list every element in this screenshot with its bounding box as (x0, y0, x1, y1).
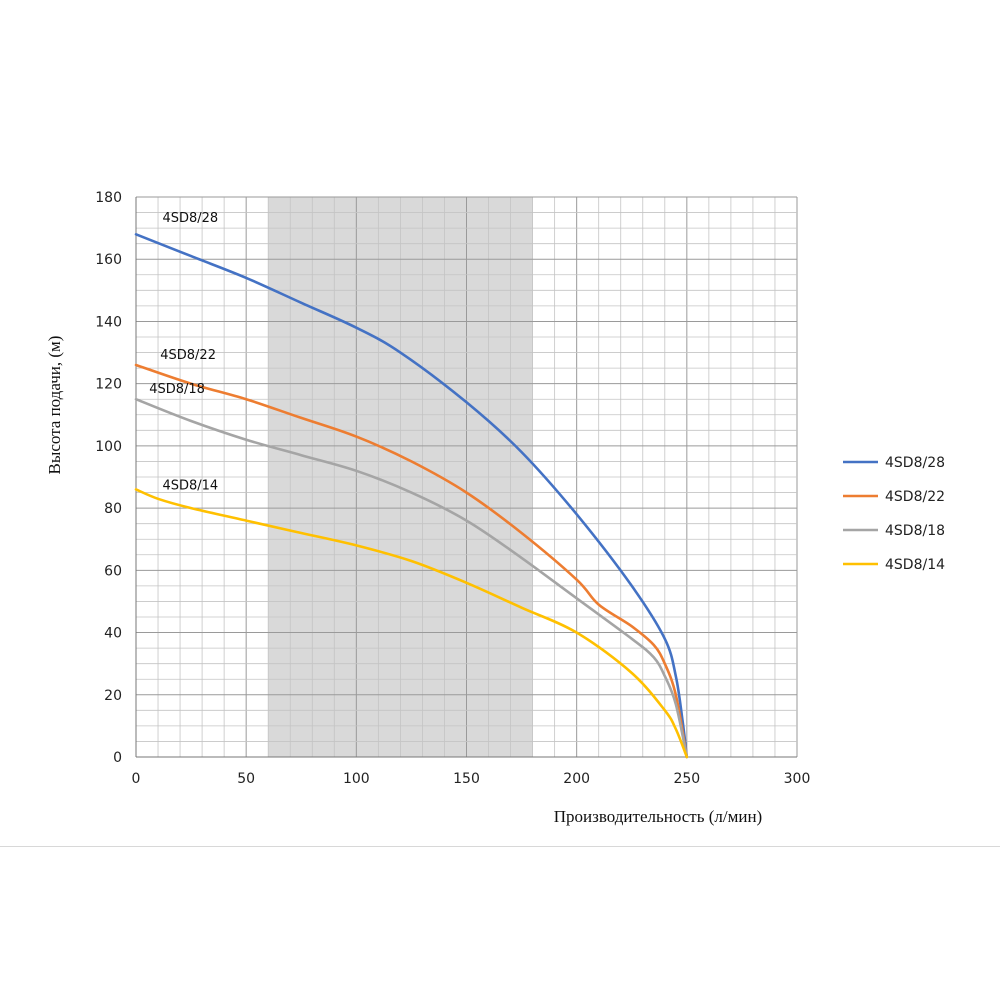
y-tick-label: 140 (95, 314, 122, 330)
y-tick-label: 100 (95, 439, 122, 455)
legend-entry-label: 4SD8/28 (885, 455, 945, 471)
legend: 4SD8/28 4SD8/22 4SD8/18 4SD8/14 (843, 455, 945, 573)
x-tick-label: 250 (673, 771, 700, 787)
y-tick-label: 180 (95, 190, 122, 206)
series-line-4sd8-18 (134, 397, 689, 759)
series-line-4sd8-22 (134, 363, 689, 759)
legend-entry-label: 4SD8/22 (885, 489, 945, 505)
curve-label: 4SD8/14 (162, 478, 218, 493)
series-line-4sd8-28 (134, 233, 689, 759)
curve-label: 4SD8/28 (162, 211, 218, 226)
x-tick-label: 200 (563, 771, 590, 787)
curve-label-layer: 4SD8/28 4SD8/22 4SD8/18 4SD8/14 (149, 211, 218, 494)
x-tick-label: 100 (343, 771, 370, 787)
x-tick-label: 300 (784, 771, 811, 787)
tick-label-layer: 0 50 100 150 200 250 300 0 20 40 60 80 100 120 140 160 1… (95, 190, 810, 787)
series-line-4sd8-14 (134, 488, 689, 759)
y-tick-label: 20 (104, 688, 122, 704)
y-tick-label: 0 (113, 750, 122, 766)
x-tick-label: 50 (237, 771, 255, 787)
legend-entry-label: 4SD8/18 (885, 523, 945, 539)
x-tick-label: 150 (453, 771, 480, 787)
x-tick-label: 0 (132, 771, 141, 787)
legend-entry-label: 4SD8/14 (885, 557, 945, 573)
y-tick-label: 80 (104, 501, 122, 517)
x-axis-title: Производительность (л/мин) (554, 807, 762, 826)
y-axis-title: Высота подачи, (м) (45, 336, 64, 475)
curve-label: 4SD8/22 (160, 348, 216, 363)
y-tick-label: 60 (104, 563, 122, 579)
grid-layer (135, 196, 798, 758)
y-tick-label: 40 (104, 626, 122, 642)
curve-label: 4SD8/18 (149, 382, 205, 397)
bottom-divider (0, 846, 1000, 847)
series-layer (134, 233, 689, 759)
y-tick-label: 160 (95, 252, 122, 268)
y-tick-label: 120 (95, 377, 122, 393)
